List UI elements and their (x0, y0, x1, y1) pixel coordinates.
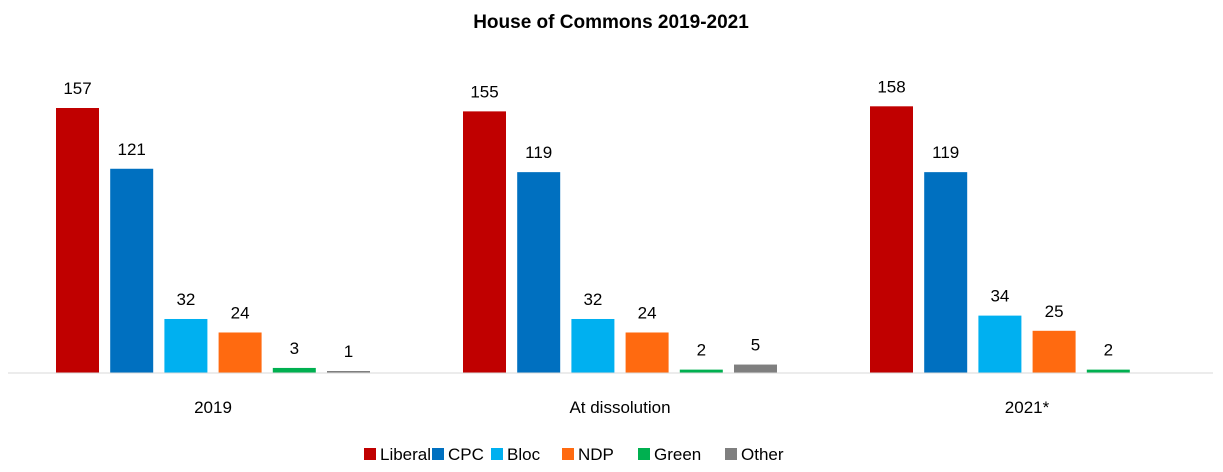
legend-label-green: Green (654, 445, 701, 464)
bar-cpc-0 (110, 168, 154, 373)
data-label-green-2: 2 (1104, 341, 1113, 360)
x-tick-label: 2021* (1005, 398, 1050, 417)
bar-bloc-2 (978, 315, 1022, 373)
bar-liberal-0 (56, 108, 99, 373)
bar-other-0 (327, 371, 370, 373)
data-label-ndp-0: 24 (231, 303, 250, 322)
legend-swatch-green (638, 448, 650, 460)
data-label-ndp-2: 25 (1045, 302, 1064, 321)
legend-swatch-bloc (491, 448, 503, 460)
legend-label-liberal: Liberal (380, 445, 431, 464)
bar-ndp-2 (1032, 330, 1076, 373)
data-label-liberal-1: 155 (470, 82, 498, 101)
bar-ndp-1 (625, 332, 669, 373)
data-label-liberal-2: 158 (877, 77, 905, 96)
data-label-other-0: 1 (344, 342, 353, 361)
bar-cpc-2 (924, 172, 968, 373)
bar-green-0 (272, 367, 316, 373)
legend-label-ndp: NDP (578, 445, 614, 464)
data-label-bloc-1: 32 (583, 290, 602, 309)
legend-swatch-ndp (562, 448, 574, 460)
bar-cpc-1 (517, 172, 561, 373)
data-label-liberal-0: 157 (63, 79, 91, 98)
legend-swatch-other (725, 448, 737, 460)
bar-bloc-1 (571, 318, 615, 373)
data-label-bloc-2: 34 (990, 287, 1009, 306)
x-tick-label: 2019 (194, 398, 232, 417)
legend-swatch-liberal (364, 448, 376, 460)
data-label-cpc-0: 121 (118, 140, 146, 159)
data-label-cpc-2: 119 (932, 143, 959, 162)
data-label-green-1: 2 (697, 341, 706, 360)
data-label-ndp-1: 24 (638, 303, 657, 322)
bar-ndp-0 (218, 332, 262, 373)
bar-liberal-2 (870, 106, 913, 373)
bar-bloc-0 (164, 318, 208, 373)
x-tick-label: At dissolution (569, 398, 670, 417)
data-label-bloc-0: 32 (176, 290, 195, 309)
legend-swatch-cpc (432, 448, 444, 460)
data-label-green-0: 3 (290, 339, 299, 358)
bar-green-2 (1086, 369, 1130, 373)
bar-green-1 (679, 369, 723, 373)
legend: Liberal CPC Bloc NDP Green Other (364, 445, 784, 464)
legend-label-bloc: Bloc (507, 445, 541, 464)
bar-liberal-1 (463, 111, 506, 373)
x-tick-labels: 2019 At dissolution 2021* (194, 398, 1050, 417)
data-label-cpc-1: 119 (525, 143, 552, 162)
data-label-other-1: 5 (751, 336, 760, 355)
legend-label-other: Other (741, 445, 784, 464)
bar-other-1 (734, 364, 777, 373)
chart-title: House of Commons 2019-2021 (473, 12, 749, 33)
legend-label-cpc: CPC (448, 445, 484, 464)
